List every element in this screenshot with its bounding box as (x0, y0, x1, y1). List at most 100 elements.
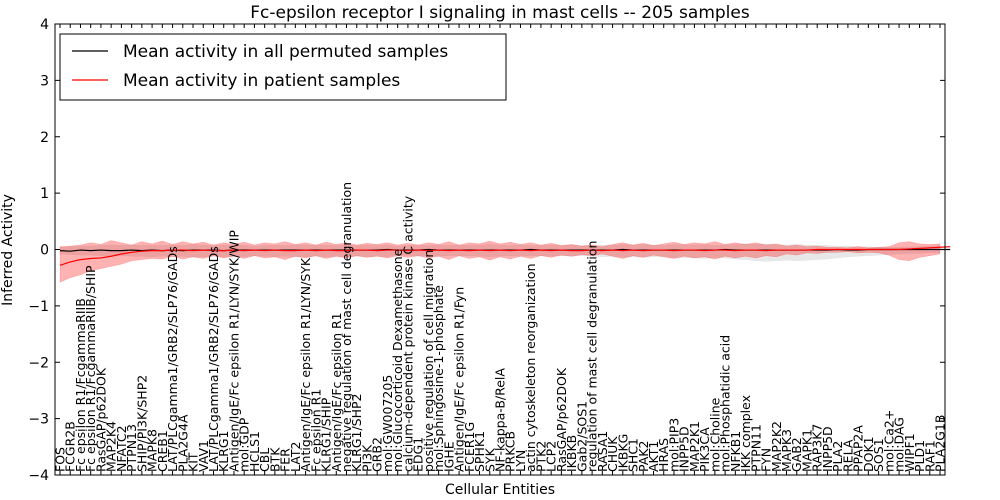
y-tick-label: −2 (28, 355, 49, 371)
x-tick-label: RAF1 (922, 440, 937, 472)
legend-label-patient: Mean activity in patient samples (123, 71, 400, 91)
x-tick-label: NF-kappa-B/RelA (493, 368, 508, 472)
x-tick-label: mol:Choline (707, 397, 722, 472)
x-tick-label: PTPN13 (124, 424, 139, 472)
x-tick-label: PTK2 (533, 441, 548, 472)
x-tick-label: MAPK1 (799, 429, 814, 472)
x-tick-label: LAT/PLCgamma1/GRB2/SLP76/GADs (165, 246, 180, 472)
x-tick-label: INPP5D (820, 426, 835, 472)
x-tick-label: PTPN11 (748, 424, 763, 472)
x-tick-label: PI3K (359, 444, 374, 472)
x-tick-label: BTK (267, 447, 282, 472)
x-tick-label: CBL (257, 448, 272, 472)
x-tick-label: FCER1G (462, 422, 477, 472)
x-tick-label: GRB2 (370, 437, 385, 472)
x-tick-label: LYN (513, 450, 528, 472)
legend: Mean activity in all permuted samples Me… (59, 33, 507, 101)
legend-label-permuted: Mean activity in all permuted samples (123, 42, 448, 62)
x-tick-label: MAP2K1 (687, 421, 702, 472)
x-tick-label: KLRG1/SHIP (319, 397, 334, 472)
x-tick-label: Antigen/IgE/Fc epsilon R1/LYN/SYK/WIP (226, 230, 241, 472)
x-tick-label: SYK (482, 447, 497, 472)
x-tick-label: SHIP/PI3K/SHP2 (134, 375, 149, 472)
y-tick-label: −3 (28, 412, 49, 428)
x-tick-label: HCLS1 (247, 431, 262, 472)
x-tick-label: PLA2G1B (933, 414, 948, 472)
x-tick-label: mol:GDP (237, 417, 252, 472)
x-tick-label: KLRG1/SHP2 (349, 393, 364, 472)
y-tick-label: 1 (40, 186, 49, 202)
x-tick-label: MAP2K4 (104, 421, 119, 472)
x-tick-label: PIK3CA (697, 427, 712, 472)
plot-frame (54, 23, 946, 476)
x-tick-label: Fc epsilon R1 (308, 389, 323, 472)
x-tick-label: negative regulation of mast cell degranu… (339, 182, 354, 472)
y-tick-label: 2 (40, 130, 49, 146)
x-tick-label: FOS (53, 447, 68, 472)
x-tick-label: Antigen/IgE/Fc epsilon R1 (329, 312, 344, 472)
y-axis-label: Inferred Activity (0, 194, 16, 306)
y-tick-label: −1 (28, 299, 49, 315)
x-tick-label: IKBKB (564, 435, 579, 472)
x-tick-label: mol:GW007205 (380, 375, 395, 472)
x-tick-label: RasGAP/p62DOK (93, 367, 108, 472)
legend-box (59, 33, 507, 101)
y-tick-label: 0 (40, 243, 49, 259)
x-tick-label: PAK2 (636, 441, 651, 472)
x-tick-label: NFKB1 (728, 431, 743, 472)
x-tick-label: IKK complex (738, 395, 753, 472)
x-tick-label: mol:DAG (892, 417, 907, 472)
x-tick-label: regulation of mast cell degranulation (585, 241, 600, 472)
x-tick-label: SOS1 (871, 438, 886, 472)
x-tick-label: DOK1 (861, 436, 876, 472)
x-tick-label: mol:Sphingosine-1-phosphate (431, 285, 446, 472)
x-tick-label: HRAS (656, 438, 671, 472)
x-tick-label: RASA1 (595, 431, 610, 472)
x-tick-label: positive regulation of cell migration (421, 250, 436, 472)
x-tick-label: PLA2 (830, 441, 845, 472)
chart-title: Fc-epsilon receptor I signaling in mast … (250, 3, 750, 23)
y-tick-label: −4 (28, 468, 49, 484)
x-tick-label: mol:PIP3 (666, 418, 681, 472)
x-tick-label: SPHK1 (472, 431, 487, 472)
x-tick-label: RasGAP/p62DOK (554, 367, 569, 472)
x-tick-label: mol:Phosphatidic acid (718, 335, 733, 472)
x-tick-label: INPP5D (677, 426, 692, 472)
x-tick-label: MAP2K2 (769, 421, 784, 472)
x-tick-label: EDG1 (411, 437, 426, 472)
x-tick-label: Antigen/IgE/Fc epsilon R1/LYN/SYK (298, 257, 313, 472)
x-tick-label: SHC1 (626, 438, 641, 472)
y-tick-label: 4 (40, 17, 49, 33)
x-tick-label: Fc epsilon R1/FcgammaRIIB (73, 298, 88, 472)
x-tick-label: CREB1 (155, 430, 170, 472)
x-tick-label: mol:Ca2+ (881, 410, 896, 472)
x-tick-label: FER (278, 448, 293, 472)
x-tick-label: FCGR2B (63, 421, 78, 472)
x-tick-label: KIT (186, 452, 201, 472)
x-tick-label: calcium-dependent protein kinase C activ… (400, 195, 415, 472)
x-tick-label: PLA2G4A (175, 414, 190, 472)
x-tick-label: PPAP2A (851, 425, 866, 472)
x-tick-label: RELA (840, 439, 855, 472)
x-tick-label: AKT1 (646, 441, 661, 472)
x-tick-label: VAV1 (196, 440, 211, 472)
x-tick-label: MAPK3 (779, 429, 794, 472)
x-tick-label: IKBKG (615, 434, 630, 472)
x-tick-label: LCP2 (544, 441, 559, 472)
x-tick-label: PLD1 (912, 440, 927, 472)
line-series-1 (59, 246, 951, 266)
x-tick-label: LAT/PLCgamma1/GRB2/SLP76/GADs (206, 246, 221, 472)
x-tick-label: mol:Glucocorticoid Dexamethasone (390, 248, 405, 472)
x-tick-label: NFATC2 (114, 425, 129, 472)
x-tick-label: CHUK (605, 436, 620, 472)
x-tick-label: RAP3K7 (810, 424, 825, 472)
x-tick-label: Antigen/IgE/Fc epsilon R1/Fyn (452, 287, 467, 472)
x-tick-label: PRKCB (503, 431, 518, 472)
x-tick-label: IGHE (441, 441, 456, 472)
x-tick-label: MAPK8 (145, 429, 160, 472)
band-series-0 (59, 243, 941, 262)
x-tick-label: actin cytoskeleton reorganization (523, 263, 538, 472)
band-series-1 (59, 240, 941, 283)
x-tick-label: KLRG1 (216, 431, 231, 473)
